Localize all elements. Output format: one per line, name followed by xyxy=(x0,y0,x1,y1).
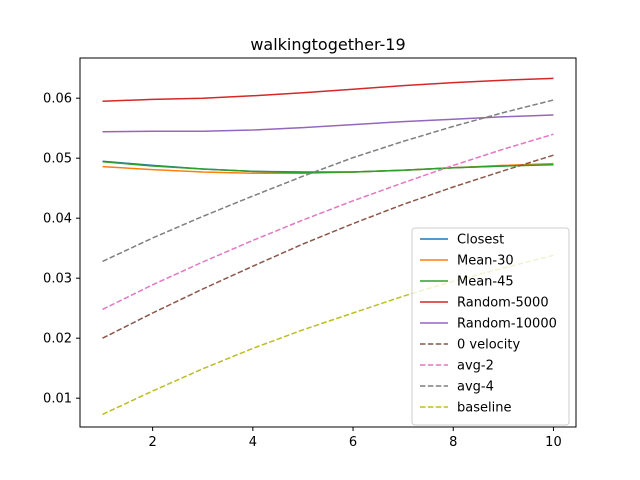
legend-label: Random-10000 xyxy=(457,317,557,332)
y-tick-label: 0.04 xyxy=(43,212,72,227)
axes-layer: 2 4 6 8 10 0.01 0.02 0.03 0.04 0.05 0.06 xyxy=(43,92,562,450)
x-tick-label: 10 xyxy=(545,435,562,450)
chart-title: walkingtogether-19 xyxy=(250,35,405,54)
y-tick-label: 0.02 xyxy=(43,332,72,347)
y-tick-label: 0.03 xyxy=(43,272,72,287)
legend-label: Mean-45 xyxy=(457,275,514,290)
legend-label: 0 velocity xyxy=(457,338,521,353)
series-layer xyxy=(102,77,554,416)
series-line-9 xyxy=(102,254,554,416)
x-tick-label: 4 xyxy=(249,435,257,450)
series-line-8 xyxy=(102,99,554,263)
series-line-5 xyxy=(102,114,554,133)
x-tick-label: 6 xyxy=(349,435,357,450)
plot-frame xyxy=(79,57,577,428)
y-tick-label: 0.06 xyxy=(43,92,72,107)
y-tick-label: 0.05 xyxy=(43,152,72,167)
legend-label: Closest xyxy=(457,233,504,248)
series-line-3 xyxy=(102,161,554,174)
legend-label: Random-5000 xyxy=(457,296,549,311)
series-line-4 xyxy=(102,77,554,102)
series-line-6 xyxy=(102,154,554,339)
legend: Closest Mean-30 Mean-45 Random-5000 Random-1… xyxy=(411,227,570,426)
legend-label: Mean-30 xyxy=(457,254,514,269)
legend-label: avg-4 xyxy=(457,380,494,395)
legend-label: avg-2 xyxy=(457,359,494,374)
series-line-7 xyxy=(102,133,554,311)
y-tick-label: 0.01 xyxy=(43,392,72,407)
x-tick-label: 8 xyxy=(449,435,457,450)
legend-label: baseline xyxy=(457,401,511,416)
legend-box xyxy=(411,227,570,426)
x-tick-label: 2 xyxy=(149,435,157,450)
